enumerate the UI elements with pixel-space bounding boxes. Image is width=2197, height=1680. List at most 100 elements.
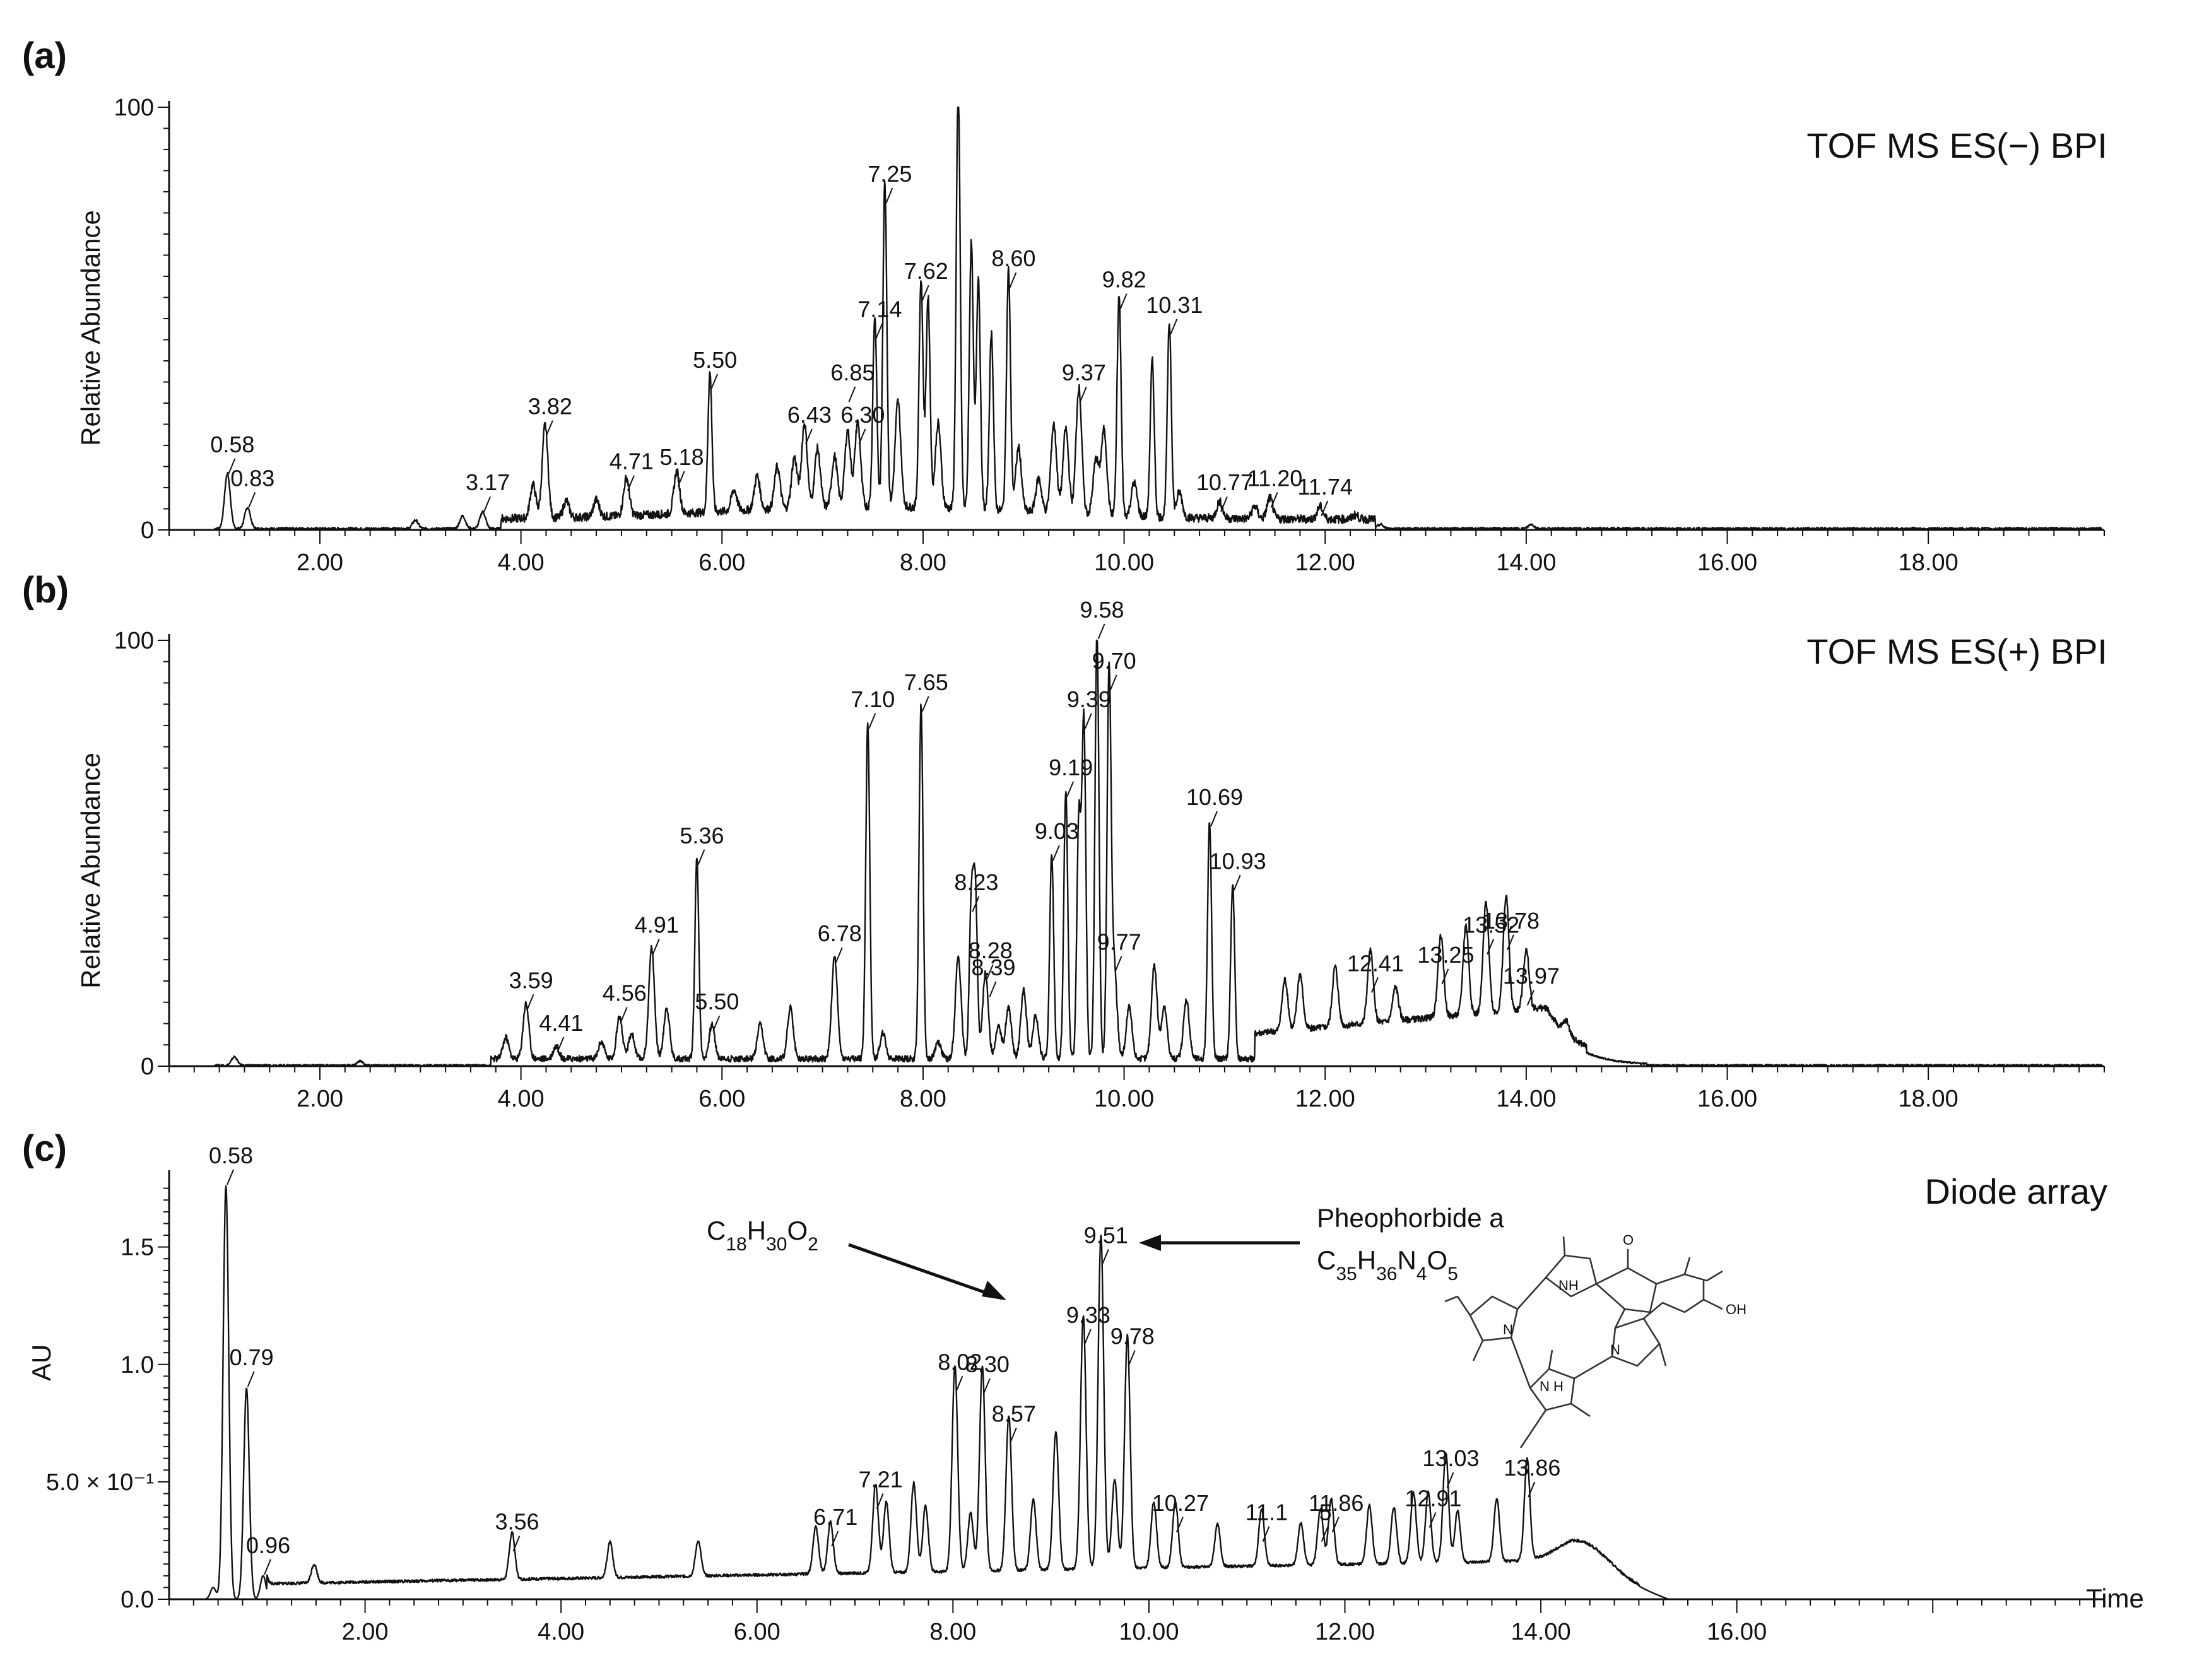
x-tick-label: 2.00 bbox=[297, 549, 343, 576]
peak-label-leader bbox=[1446, 1472, 1454, 1488]
peak-label: 4.56 bbox=[603, 980, 647, 1006]
panel-a-y-axis-label: Relative Abundance bbox=[76, 210, 105, 446]
peak-label-leader bbox=[1371, 977, 1379, 993]
peak-label: 11.20 bbox=[1247, 466, 1302, 491]
peak-label: 8.57 bbox=[992, 1401, 1036, 1426]
peak-label-leader bbox=[710, 373, 719, 390]
peak-label: 8.28 bbox=[969, 937, 1013, 963]
x-tick-label: 18.00 bbox=[1899, 549, 1958, 576]
peak-label-leader bbox=[1321, 1526, 1329, 1542]
structure-n-left: N bbox=[1503, 1322, 1513, 1337]
peak-label: 10.69 bbox=[1186, 784, 1243, 810]
y-tick-label: 1.0 bbox=[121, 1352, 154, 1378]
peak-label-leader bbox=[483, 496, 492, 512]
peak-label-leader bbox=[1052, 845, 1060, 861]
peak-label-leader bbox=[228, 458, 236, 474]
peak-label: 12.41 bbox=[1347, 950, 1404, 976]
arrow-c18h30o2 bbox=[848, 1243, 1003, 1300]
peak-label-leader bbox=[1528, 1481, 1536, 1498]
peak-label-leader bbox=[989, 981, 997, 997]
peak-label: 11.74 bbox=[1298, 474, 1353, 500]
structure-nh-top: NH bbox=[1558, 1278, 1579, 1293]
peak-label-leader bbox=[1101, 1249, 1109, 1265]
panel-b-label: (b) bbox=[22, 570, 69, 611]
peak-label: 13.25 bbox=[1417, 942, 1474, 968]
peak-label-leader bbox=[876, 1493, 884, 1509]
peak-label-leader bbox=[1114, 956, 1122, 972]
peak-label-leader bbox=[1009, 272, 1017, 288]
peak-label: 9.78 bbox=[1110, 1324, 1155, 1349]
x-tick-label: 12.00 bbox=[1295, 549, 1355, 576]
peak-label-leader bbox=[921, 285, 929, 301]
peak-label-leader bbox=[1083, 1329, 1092, 1345]
peak-label-leader bbox=[227, 1169, 234, 1185]
peak-label: 7.65 bbox=[904, 669, 948, 695]
peak-label-leader bbox=[972, 896, 980, 912]
peak-label: 0.58 bbox=[209, 1143, 253, 1168]
x-tick-label: 8.00 bbox=[929, 1619, 976, 1645]
peak-label: 6.30 bbox=[840, 402, 885, 428]
peak-label-leader bbox=[652, 939, 660, 955]
x-tick-label: 6.00 bbox=[734, 1619, 780, 1645]
chromatogram-trace bbox=[214, 106, 2103, 531]
peak-label-leader bbox=[1428, 1512, 1437, 1528]
peak-label: 0.83 bbox=[230, 466, 274, 491]
peak-label: 7.62 bbox=[904, 258, 948, 284]
peak-label-leader bbox=[264, 1559, 272, 1575]
panel-b-y-axis-label: Relative Abundance bbox=[76, 753, 105, 989]
peak-label: 8.39 bbox=[971, 955, 1015, 980]
panel-c-y-axis-label: AU bbox=[27, 1344, 56, 1381]
peak-label: 10.31 bbox=[1146, 292, 1203, 318]
peak-label: 10.93 bbox=[1210, 848, 1266, 874]
peak-label-leader bbox=[1084, 713, 1092, 729]
peak-label-leader bbox=[1097, 623, 1105, 640]
peak-label: 0.96 bbox=[246, 1532, 290, 1558]
peak-label-leader bbox=[868, 713, 876, 729]
peak-label-leader bbox=[1170, 319, 1178, 335]
peak-label-leader bbox=[248, 492, 256, 508]
peak-label: 13.97 bbox=[1503, 963, 1560, 989]
panel-a-title: TOF MS ES(−) BPI bbox=[1806, 126, 2107, 165]
peak-label: 9.37 bbox=[1062, 360, 1106, 385]
peak-label: 12.91 bbox=[1405, 1485, 1461, 1511]
x-tick-label: 16.00 bbox=[1697, 549, 1757, 576]
pheophorbide-name: Pheophorbide a bbox=[1317, 1203, 1504, 1233]
peak-label: 5.36 bbox=[680, 823, 724, 849]
peak-label: 8.30 bbox=[965, 1351, 1010, 1377]
peak-label-leader bbox=[512, 1536, 521, 1551]
peak-label-leader bbox=[1210, 811, 1218, 827]
structure-o-ketone: O bbox=[1623, 1232, 1634, 1248]
panel-c-title: Diode array bbox=[1925, 1172, 2107, 1211]
peak-label: 3.82 bbox=[528, 394, 572, 420]
y-tick-label: 0 bbox=[141, 1054, 154, 1080]
x-tick-label: 12.00 bbox=[1295, 1086, 1355, 1112]
arrow-c18h30o2-head bbox=[982, 1281, 1006, 1300]
structure-oh: OH bbox=[1726, 1301, 1746, 1317]
peak-label-leader bbox=[1321, 500, 1329, 517]
peak-label: 0.58 bbox=[210, 432, 254, 457]
peak-label-leader bbox=[1526, 990, 1534, 1006]
peak-label: 8.60 bbox=[991, 245, 1035, 271]
peak-label-leader bbox=[835, 947, 843, 963]
peak-label: 4.91 bbox=[635, 912, 679, 938]
peak-label-leader bbox=[1262, 1526, 1270, 1542]
x-tick-label: 2.00 bbox=[342, 1619, 389, 1645]
peak-label: 7.25 bbox=[868, 161, 912, 187]
peak-label: 6.71 bbox=[813, 1504, 857, 1530]
panel-b-es-positive-bpi: (b) TOF MS ES(+) BPI Relative Abundance … bbox=[22, 570, 2107, 1112]
peak-label: 9.19 bbox=[1049, 755, 1093, 780]
y-tick-label: 0 bbox=[141, 517, 154, 544]
x-tick-label: 18.00 bbox=[1899, 1086, 1958, 1112]
peak-label: 3.59 bbox=[509, 967, 553, 993]
peak-label-leader bbox=[875, 323, 883, 339]
panel-b-title: TOF MS ES(+) BPI bbox=[1806, 631, 2107, 671]
peak-label: 6.85 bbox=[830, 360, 875, 385]
formula-c35h36n4o5: C35H36N4O5 bbox=[1317, 1245, 1458, 1284]
y-tick-label: 100 bbox=[114, 95, 154, 121]
panel-c-diode-array: (c) Diode array AU Time 2.00 4.00 6.00 8.00… bbox=[22, 1128, 2144, 1645]
peak-label: 7.10 bbox=[851, 686, 895, 712]
peak-label: 5.18 bbox=[660, 444, 704, 470]
peak-label-leader bbox=[620, 1007, 628, 1023]
x-tick-label: 4.00 bbox=[538, 1619, 584, 1645]
peak-label: 3.56 bbox=[495, 1509, 539, 1535]
